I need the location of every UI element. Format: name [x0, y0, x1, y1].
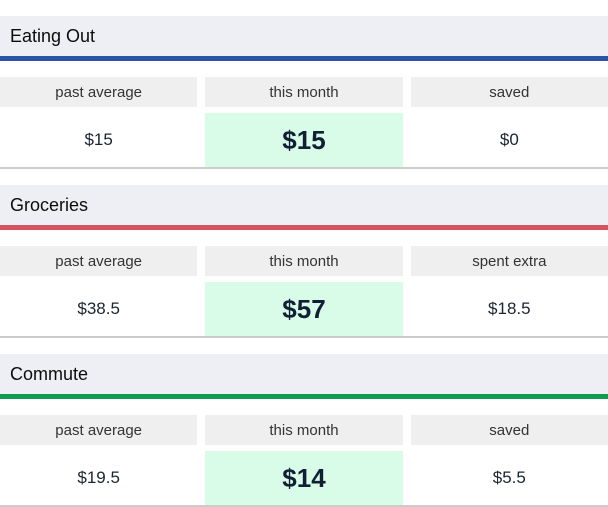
category-title-bar: Eating Out	[0, 16, 608, 61]
past-average-value: $19.5	[77, 468, 120, 487]
this-month-value: $15	[205, 113, 403, 167]
column-header-row: past average this month spent extra	[0, 246, 608, 276]
category-title: Commute	[10, 364, 89, 384]
section-divider	[0, 167, 608, 169]
value-row: $38.5 $57 $18.5	[0, 282, 608, 336]
delta-value: $18.5	[488, 299, 531, 318]
column-header-this-month: this month	[205, 77, 403, 107]
category-section-commute: Commute past average this month saved $1…	[0, 354, 608, 507]
column-header-delta: saved	[410, 77, 608, 107]
column-header-delta: spent extra	[410, 246, 608, 276]
column-header-this-month: this month	[205, 415, 403, 445]
past-average-value: $15	[84, 130, 113, 149]
delta-value: $0	[499, 130, 519, 149]
value-row: $15 $15 $0	[0, 113, 608, 167]
category-section-eating-out: Eating Out past average this month saved…	[0, 16, 608, 169]
section-divider	[0, 336, 608, 338]
category-title: Eating Out	[10, 26, 96, 46]
this-month-value: $14	[205, 451, 403, 505]
column-header-this-month: this month	[205, 246, 403, 276]
this-month-value: $57	[205, 282, 403, 336]
category-title-bar: Groceries	[0, 185, 608, 230]
delta-value: $5.5	[492, 468, 526, 487]
column-header-past-average: past average	[0, 415, 198, 445]
category-section-groceries: Groceries past average this month spent …	[0, 185, 608, 338]
category-title: Groceries	[10, 195, 89, 215]
column-header-row: past average this month saved	[0, 77, 608, 107]
column-header-past-average: past average	[0, 77, 198, 107]
column-header-past-average: past average	[0, 246, 198, 276]
value-row: $19.5 $14 $5.5	[0, 451, 608, 505]
category-title-bar: Commute	[0, 354, 608, 399]
column-header-row: past average this month saved	[0, 415, 608, 445]
past-average-value: $38.5	[77, 299, 120, 318]
column-header-delta: saved	[410, 415, 608, 445]
